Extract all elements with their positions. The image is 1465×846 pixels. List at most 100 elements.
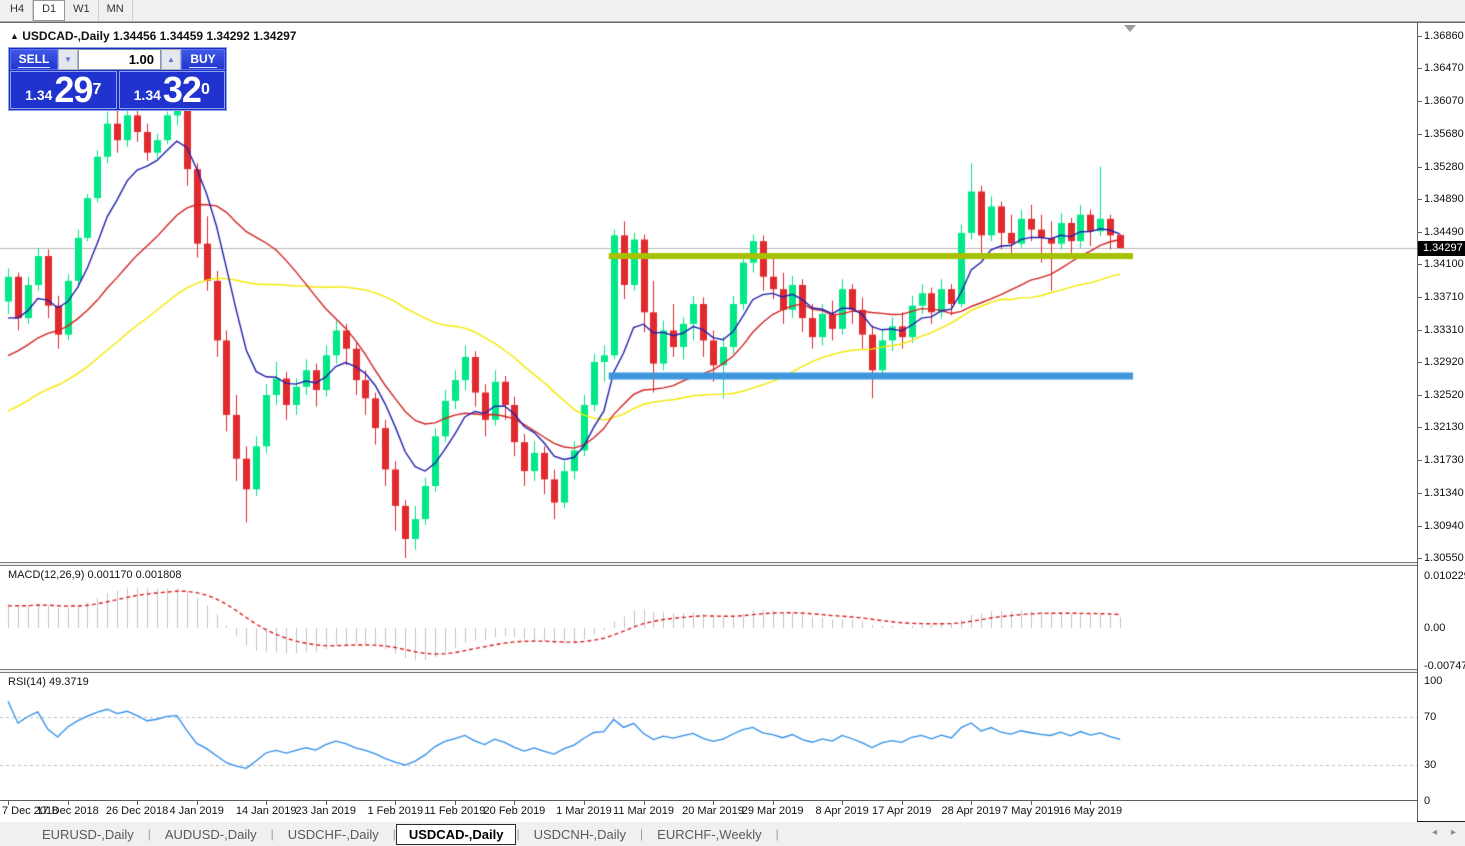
tab-separator: | <box>640 827 644 841</box>
axis-tick-mark <box>1418 166 1422 168</box>
price-axis-tick: 1.32920 <box>1424 355 1464 368</box>
pane-splitter[interactable] <box>0 562 1417 566</box>
date-tick-mark <box>643 801 645 805</box>
timeframe-button-d1[interactable]: D1 <box>33 0 66 21</box>
buy-price-pip: 0 <box>200 81 210 98</box>
sell-price-big: 29 <box>54 69 93 110</box>
rsi-axis-tick: 30 <box>1424 759 1437 771</box>
price-axis-tick: 1.31730 <box>1424 454 1464 467</box>
date-tick-mark <box>514 801 516 805</box>
chart-window: ▲ USDCAD-,Daily 1.34456 1.34459 1.34292 … <box>0 22 1465 823</box>
chart-tab-usdchf[interactable]: USDCHF-,Daily <box>287 826 379 842</box>
date-axis-label: 20 Mar 2019 <box>682 805 744 817</box>
axis-tick-mark <box>1418 492 1422 494</box>
tab-separator: | <box>147 827 151 841</box>
macd-values: 0.001170 0.001808 <box>87 569 182 581</box>
volume-input[interactable] <box>78 49 161 70</box>
date-axis-label: 23 Jan 2019 <box>295 805 357 817</box>
axis-tick-mark <box>1418 361 1422 363</box>
price-axis-tick: 1.34890 <box>1424 192 1464 205</box>
rsi-title: RSI(14) <box>8 676 46 688</box>
spinner-down-icon: ▼ <box>64 55 72 64</box>
timeframe-button-w1[interactable]: W1 <box>65 0 99 21</box>
date-axis: 7 Dec 2018 17 Dec 2018 26 Dec 2018 4 Jan 20… <box>0 800 1417 822</box>
symbol-marker-icon[interactable]: ▲ <box>10 31 19 41</box>
axis-tick-mark <box>1418 525 1422 527</box>
buy-price-prefix: 1.34 <box>133 87 161 103</box>
date-tick-mark <box>67 801 69 805</box>
sell-price-box[interactable]: 1.34 29 7 <box>10 69 117 110</box>
price-axis-tick: 1.30940 <box>1424 519 1464 532</box>
sell-button[interactable]: SELL <box>10 49 58 70</box>
date-tick-mark <box>583 801 585 805</box>
ohlc-values: 1.34456 1.34459 1.34292 1.34297 <box>112 29 297 43</box>
date-axis-label: 1 Feb 2019 <box>367 805 424 817</box>
axis-tick-mark <box>1418 264 1422 266</box>
date-axis-label: 17 Dec 2018 <box>36 805 99 817</box>
date-tick-mark <box>772 801 774 805</box>
sell-button-label: SELL <box>17 51 51 68</box>
spinner-up-icon: ▲ <box>167 55 175 64</box>
volume-decrease-button[interactable]: ▼ <box>58 49 78 70</box>
price-axis-column: 1.34297 1.36860 1.36470 1.36070 1.35680 1.35… <box>1417 23 1465 821</box>
tab-scroll-left-icon[interactable]: ◂ <box>1431 827 1437 838</box>
date-axis-label: 26 Dec 2018 <box>105 805 169 817</box>
price-chart-canvas[interactable] <box>0 23 1417 562</box>
symbol-tab-bar: ◂ ▸ EURUSD-,Daily | AUDUSD-,Daily | USDCHF-,… <box>0 822 1465 846</box>
price-axis-tick: 1.36860 <box>1424 30 1464 42</box>
axis-tick-mark <box>1418 101 1422 103</box>
tab-separator: | <box>270 827 274 841</box>
price-axis-tick: 1.33710 <box>1424 290 1464 303</box>
date-tick-mark <box>8 801 9 805</box>
macd-title: MACD(12,26,9) <box>8 569 85 581</box>
price-axis-tick: 1.36470 <box>1424 62 1464 75</box>
buy-price-box[interactable]: 1.34 32 0 <box>118 69 225 110</box>
macd-label: MACD(12,26,9) 0.001170 0.001808 <box>8 569 181 581</box>
symbol-info-line: ▲ USDCAD-,Daily 1.34456 1.34459 1.34292 … <box>10 29 296 43</box>
tab-separator: | <box>516 827 520 841</box>
macd-axis-tick: 0.010229 <box>1424 570 1465 582</box>
timeframe-button-mn[interactable]: MN <box>99 0 133 21</box>
axis-tick-mark <box>1418 427 1422 429</box>
date-axis-label: 14 Jan 2019 <box>235 805 297 817</box>
date-tick-mark <box>1090 801 1092 805</box>
rsi-indicator-canvas[interactable] <box>0 673 1417 800</box>
axis-tick-mark <box>1418 395 1422 397</box>
price-axis-tick: 1.32520 <box>1424 389 1464 402</box>
axis-tick-mark <box>1418 198 1422 200</box>
macd-axis-tick: 0.00 <box>1424 622 1446 634</box>
date-tick-mark <box>842 801 844 805</box>
macd-axis-tick: -0.007477 <box>1424 660 1465 672</box>
tab-scroll-right-icon[interactable]: ▸ <box>1450 827 1456 838</box>
chart-tab-usdcnh[interactable]: USDCNH-,Daily <box>533 826 627 842</box>
chart-tab-usdcad[interactable]: USDCAD-,Daily <box>395 823 517 845</box>
axis-tick-mark <box>1418 36 1422 37</box>
price-axis-tick: 1.35280 <box>1424 160 1464 173</box>
buy-button[interactable]: BUY <box>181 49 225 70</box>
date-tick-mark <box>901 801 903 805</box>
pane-splitter[interactable] <box>0 669 1417 673</box>
chart-tab-eurusd[interactable]: EURUSD-,Daily <box>42 826 134 842</box>
rsi-axis-tick: 100 <box>1424 675 1443 687</box>
timeframe-toolbar: H4 D1 W1 MN <box>0 0 1465 22</box>
date-tick-mark <box>266 801 268 805</box>
price-axis-tick: 1.36070 <box>1424 95 1464 108</box>
axis-tick-mark <box>1418 558 1422 559</box>
price-axis-tick: 1.35680 <box>1424 127 1464 140</box>
chart-tab-eurchf[interactable]: EURCHF-,Weekly <box>657 826 762 842</box>
macd-indicator-canvas[interactable] <box>0 566 1417 669</box>
axis-tick-mark <box>1418 232 1422 234</box>
sell-price-pip: 7 <box>92 81 102 98</box>
timeframe-button-h4[interactable]: H4 <box>2 0 34 21</box>
date-tick-mark <box>454 801 456 805</box>
volume-increase-button[interactable]: ▲ <box>161 49 181 70</box>
price-axis-tick: 1.32130 <box>1424 421 1464 434</box>
chart-tab-audusd[interactable]: AUDUSD-,Daily <box>164 826 257 842</box>
buy-price-big: 32 <box>162 69 202 110</box>
date-axis-label: 1 Mar 2019 <box>556 805 612 817</box>
date-axis-label: 11 Mar 2019 <box>613 805 674 817</box>
tab-separator: | <box>392 827 396 841</box>
chart-shift-icon[interactable] <box>1124 25 1136 32</box>
tab-separator: | <box>775 827 779 841</box>
